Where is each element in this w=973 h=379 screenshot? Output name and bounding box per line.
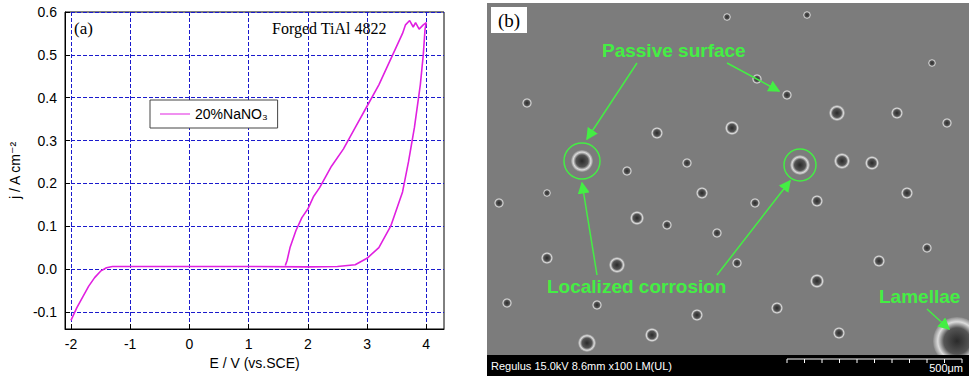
svg-text:-0.1: -0.1 xyxy=(33,304,57,320)
svg-text:2: 2 xyxy=(304,336,312,352)
svg-text:Regulus 15.0kV 8.6mm x100 LM(U: Regulus 15.0kV 8.6mm x100 LM(UL) xyxy=(491,360,672,372)
svg-text:Forged TiAl 4822: Forged TiAl 4822 xyxy=(272,20,386,38)
svg-text:20%NaNO₃: 20%NaNO₃ xyxy=(195,106,268,122)
svg-text:500μm: 500μm xyxy=(929,362,963,374)
svg-text:0: 0 xyxy=(185,336,193,352)
svg-text:Lamellae: Lamellae xyxy=(879,286,960,307)
svg-text:0.4: 0.4 xyxy=(38,90,58,106)
svg-text:-1: -1 xyxy=(124,336,137,352)
svg-text:(b): (b) xyxy=(498,10,520,32)
svg-text:(a): (a) xyxy=(74,19,93,38)
svg-text:3: 3 xyxy=(363,336,371,352)
svg-text:j / A cm⁻²: j / A cm⁻² xyxy=(7,142,23,201)
svg-text:4: 4 xyxy=(422,336,430,352)
svg-text:Localized corrosion: Localized corrosion xyxy=(547,276,726,297)
svg-text:Passive surface: Passive surface xyxy=(602,40,746,61)
svg-text:1: 1 xyxy=(245,336,253,352)
svg-text:0.1: 0.1 xyxy=(38,218,58,234)
svg-text:0.0: 0.0 xyxy=(38,261,58,277)
svg-text:0.5: 0.5 xyxy=(38,47,58,63)
svg-text:0.6: 0.6 xyxy=(38,4,58,20)
svg-text:-2: -2 xyxy=(65,336,78,352)
svg-text:0.3: 0.3 xyxy=(38,133,58,149)
svg-text:0.2: 0.2 xyxy=(38,175,58,191)
svg-text:E / V (vs.SCE): E / V (vs.SCE) xyxy=(209,355,299,371)
